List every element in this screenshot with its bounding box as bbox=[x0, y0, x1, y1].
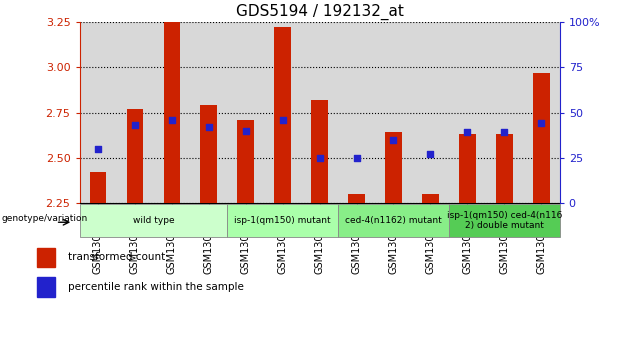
Point bbox=[240, 128, 251, 134]
Bar bbox=[375, 22, 412, 203]
Bar bbox=[227, 22, 264, 203]
Bar bbox=[338, 22, 375, 203]
Bar bbox=[153, 22, 190, 203]
Text: isp-1(qm150) mutant: isp-1(qm150) mutant bbox=[234, 216, 331, 225]
Bar bbox=[127, 109, 143, 203]
Point bbox=[389, 137, 399, 143]
FancyBboxPatch shape bbox=[338, 204, 449, 237]
Bar bbox=[190, 22, 227, 203]
Point bbox=[130, 122, 140, 128]
Bar bbox=[237, 120, 254, 203]
Bar bbox=[37, 248, 55, 267]
Bar bbox=[80, 22, 116, 203]
Bar bbox=[311, 100, 328, 203]
Bar bbox=[533, 73, 550, 203]
Bar bbox=[90, 172, 106, 203]
Bar bbox=[274, 27, 291, 203]
Bar bbox=[412, 22, 449, 203]
Point bbox=[167, 117, 177, 123]
Bar bbox=[264, 22, 301, 203]
Bar bbox=[301, 22, 338, 203]
Bar bbox=[459, 134, 476, 203]
Bar bbox=[385, 132, 402, 203]
Bar bbox=[37, 277, 55, 297]
Bar bbox=[422, 194, 439, 203]
Point bbox=[314, 155, 324, 161]
Text: genotype/variation: genotype/variation bbox=[1, 214, 88, 223]
Text: transformed count: transformed count bbox=[67, 252, 165, 262]
Title: GDS5194 / 192132_at: GDS5194 / 192132_at bbox=[236, 4, 403, 20]
Point bbox=[352, 155, 362, 161]
Bar bbox=[486, 22, 523, 203]
Text: ced-4(n1162) mutant: ced-4(n1162) mutant bbox=[345, 216, 442, 225]
Point bbox=[462, 130, 473, 135]
Bar bbox=[200, 105, 217, 203]
Text: isp-1(qm150) ced-4(n116
2) double mutant: isp-1(qm150) ced-4(n116 2) double mutant bbox=[446, 211, 562, 230]
Text: percentile rank within the sample: percentile rank within the sample bbox=[67, 282, 244, 292]
FancyBboxPatch shape bbox=[227, 204, 338, 237]
Bar bbox=[449, 22, 486, 203]
Point bbox=[277, 117, 287, 123]
Point bbox=[536, 121, 546, 126]
Point bbox=[425, 151, 436, 157]
Bar bbox=[349, 194, 365, 203]
Text: wild type: wild type bbox=[132, 216, 174, 225]
Bar bbox=[116, 22, 153, 203]
Point bbox=[499, 130, 509, 135]
Point bbox=[204, 124, 214, 130]
Bar bbox=[163, 22, 180, 203]
Bar bbox=[496, 134, 513, 203]
Bar bbox=[523, 22, 560, 203]
FancyBboxPatch shape bbox=[449, 204, 560, 237]
Point bbox=[93, 146, 103, 152]
FancyBboxPatch shape bbox=[80, 204, 227, 237]
